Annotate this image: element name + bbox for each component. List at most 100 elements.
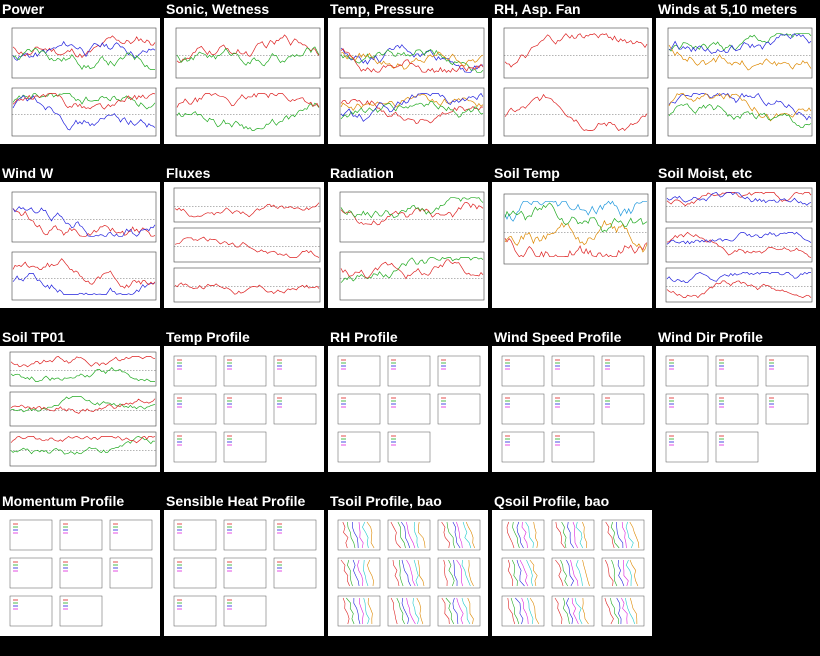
profile-panel xyxy=(601,595,645,627)
profile-line xyxy=(529,559,538,587)
profile-panel xyxy=(437,595,481,627)
profile-line xyxy=(390,521,401,549)
profile-panel xyxy=(223,393,267,425)
plot-thumbnail-link[interactable] xyxy=(656,182,816,308)
profile-line xyxy=(456,597,464,625)
profile-line xyxy=(570,559,579,587)
plot-thumbnail-link[interactable] xyxy=(492,182,652,308)
profile-line xyxy=(406,559,416,587)
top-panel xyxy=(665,187,813,223)
profile-line xyxy=(605,521,615,549)
profile-line xyxy=(566,559,574,587)
profile-line xyxy=(629,521,640,549)
profile-line xyxy=(359,597,364,625)
plot-thumbnail-link[interactable] xyxy=(0,510,160,636)
lower-panel xyxy=(339,251,485,301)
plot-svg xyxy=(11,191,157,301)
lower-panel xyxy=(11,87,157,137)
profile-panel xyxy=(551,393,595,425)
series-line xyxy=(176,102,320,131)
plot-tile-title: Sonic, Wetness xyxy=(166,1,270,17)
profile-grid xyxy=(337,519,481,627)
profile-line xyxy=(441,597,450,625)
profile-grid xyxy=(337,355,481,463)
profile-panel xyxy=(337,355,381,387)
profile-line xyxy=(399,559,404,587)
profile-line xyxy=(358,521,364,549)
profile-panel xyxy=(109,557,153,589)
profile-line xyxy=(611,559,618,587)
profile-line xyxy=(507,597,515,625)
series-line xyxy=(340,100,484,120)
plot-tile-title: RH, Asp. Fan xyxy=(494,1,581,17)
series-line xyxy=(340,48,484,73)
plot-thumbnail-link[interactable] xyxy=(164,346,324,472)
plot-svg xyxy=(665,187,813,303)
profile-line xyxy=(575,521,584,549)
profile-line xyxy=(526,559,533,587)
plot-tile-wdprofile: Wind Dir Profile xyxy=(656,328,816,472)
profile-panel xyxy=(173,519,217,551)
profile-line xyxy=(401,521,411,549)
profile-line xyxy=(516,521,524,549)
profile-line xyxy=(412,597,420,625)
plot-thumbnail-link[interactable] xyxy=(492,510,652,636)
profile-line xyxy=(572,521,578,549)
series-line xyxy=(666,231,812,258)
plot-thumbnail-link[interactable] xyxy=(328,182,488,308)
plot-thumbnail-link[interactable] xyxy=(492,18,652,144)
plot-thumbnail-link[interactable] xyxy=(656,18,816,144)
plot-tile-title: Temp Profile xyxy=(166,329,250,345)
plot-thumbnail-link[interactable] xyxy=(492,346,652,472)
plot-tile-title: Soil Moist, etc xyxy=(658,165,753,181)
profile-line xyxy=(396,597,405,625)
plot-tile-title: Sensible Heat Profile xyxy=(166,493,306,509)
profile-line xyxy=(625,521,634,549)
plot-tile-winds: Winds at 5,10 meters xyxy=(656,0,816,144)
plot-thumbnail-link[interactable] xyxy=(0,18,160,144)
profile-line xyxy=(352,521,359,549)
plot-svg xyxy=(337,519,481,627)
profile-line xyxy=(461,597,471,625)
series-line xyxy=(666,231,812,245)
profile-line xyxy=(625,559,632,587)
profile-line xyxy=(533,521,539,549)
series-line xyxy=(176,46,320,67)
series-line xyxy=(10,366,155,382)
profile-line xyxy=(390,597,398,625)
profile-line xyxy=(515,597,524,625)
series-line xyxy=(174,282,320,295)
profile-line xyxy=(452,597,459,625)
profile-panel xyxy=(501,519,545,551)
profile-line xyxy=(367,597,373,625)
profile-line xyxy=(468,559,474,587)
top-panel xyxy=(9,351,157,387)
plot-thumbnail-link[interactable] xyxy=(328,18,488,144)
bottom-panel xyxy=(9,431,157,467)
plot-tile-temp: Temp, Pressure xyxy=(328,0,488,144)
plot-tile-title: Radiation xyxy=(330,165,394,181)
upper-panel xyxy=(175,27,321,79)
profile-grid xyxy=(173,355,317,463)
plot-thumbnail-link[interactable] xyxy=(656,346,816,472)
plot-tile-title: Fluxes xyxy=(166,165,211,181)
plot-tile-rh: RH, Asp. Fan xyxy=(492,0,652,144)
plot-thumbnail-link[interactable] xyxy=(0,182,160,308)
plot-thumbnail-link[interactable] xyxy=(328,510,488,636)
profile-line xyxy=(622,559,629,587)
series-line xyxy=(504,33,648,68)
plot-thumbnail-link[interactable] xyxy=(328,346,488,472)
plot-thumbnail-link[interactable] xyxy=(164,182,324,308)
profile-line xyxy=(604,597,614,625)
profile-panel xyxy=(665,393,709,425)
profile-line xyxy=(571,597,579,625)
plot-thumbnail-link[interactable] xyxy=(0,346,160,472)
plot-svg xyxy=(501,519,645,627)
profile-line xyxy=(406,597,416,625)
plot-svg xyxy=(339,191,485,301)
plot-thumbnail-link[interactable] xyxy=(164,510,324,636)
plot-tile-title: Qsoil Profile, bao xyxy=(494,493,610,509)
plot-thumbnail-link[interactable] xyxy=(164,18,324,144)
series-line xyxy=(668,33,812,52)
profile-line xyxy=(417,559,425,587)
